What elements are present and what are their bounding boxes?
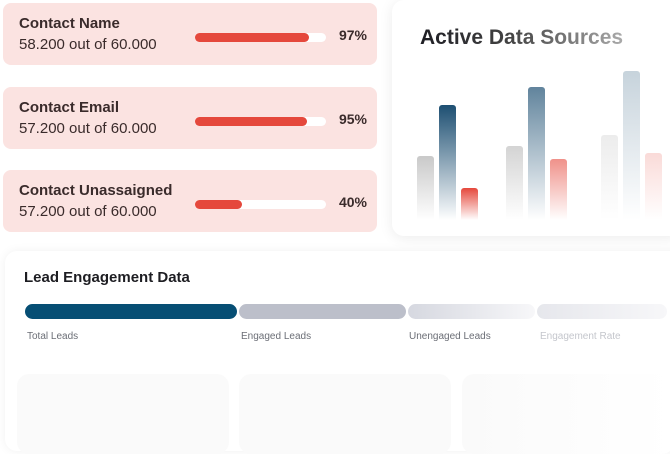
card-subtitle: 57.200 out of 60.000 — [19, 203, 157, 220]
contact-unassigned-card: Contact Unassaigned 57.200 out of 60.000… — [3, 170, 377, 232]
placeholder-card — [17, 374, 229, 454]
card-subtitle: 57.200 out of 60.000 — [19, 120, 157, 137]
card-title: Contact Name — [19, 15, 120, 32]
progress-bar — [195, 117, 326, 126]
label-engagement-rate: Engagement Rate — [540, 331, 621, 342]
placeholder-card — [462, 374, 670, 454]
label-total-leads: Total Leads — [27, 331, 79, 342]
bar-red-3 — [645, 152, 662, 220]
bar-gray-1 — [417, 156, 434, 220]
lead-engagement-panel: Lead Engagement Data Total Leads Engaged… — [5, 251, 670, 454]
progress-bar — [195, 200, 326, 209]
active-data-sources-panel: Active Data Sources — [392, 0, 670, 236]
segment-engaged-leads — [239, 304, 406, 319]
contact-name-card: Contact Name 58.200 out of 60.000 97% — [3, 3, 377, 65]
bar-red-1 — [461, 188, 478, 220]
label-unengaged-leads: Unengaged Leads — [409, 331, 491, 342]
bar-red-2 — [550, 159, 567, 220]
card-subtitle: 58.200 out of 60.000 — [19, 36, 157, 53]
bar-blue-3 — [623, 71, 640, 220]
percent-label: 97% — [338, 27, 367, 43]
card-title: Contact Email — [19, 99, 120, 116]
progress-fill — [195, 200, 243, 209]
segment-engagement-rate — [537, 304, 667, 319]
percent-label: 95% — [338, 111, 367, 127]
segment-unengaged-leads — [408, 304, 535, 319]
progress-fill — [195, 33, 310, 42]
progress-bar — [195, 33, 326, 42]
lead-title: Lead Engagement Data — [24, 269, 190, 286]
placeholder-card — [239, 374, 451, 454]
percent-label: 40% — [338, 194, 367, 210]
bar-gray-2 — [506, 146, 523, 220]
bar-blue-2 — [528, 87, 545, 220]
contact-email-card: Contact Email 57.200 out of 60.000 95% — [3, 87, 377, 149]
label-engaged-leads: Engaged Leads — [241, 331, 312, 342]
bar-blue-1 — [439, 104, 456, 220]
card-title: Contact Unassaigned — [19, 182, 173, 199]
bar-gray-3 — [601, 135, 618, 220]
segment-total-leads — [25, 304, 237, 319]
chart-title: Active Data Sources — [420, 26, 624, 49]
progress-fill — [195, 117, 307, 126]
